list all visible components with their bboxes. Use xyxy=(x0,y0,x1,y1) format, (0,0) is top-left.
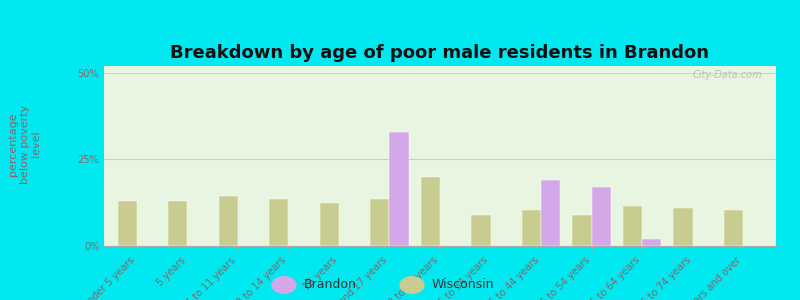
Text: City-Data.com: City-Data.com xyxy=(693,70,762,80)
Bar xyxy=(118,201,137,246)
Bar xyxy=(421,177,440,246)
Text: percentage
below poverty
level: percentage below poverty level xyxy=(8,104,42,184)
Bar xyxy=(724,210,743,246)
Title: Breakdown by age of poor male residents in Brandon: Breakdown by age of poor male residents … xyxy=(170,44,710,62)
Bar xyxy=(320,203,339,246)
Bar xyxy=(674,208,693,246)
Bar xyxy=(623,206,642,246)
Bar xyxy=(642,239,662,246)
Bar xyxy=(591,187,610,246)
Text: Wisconsin: Wisconsin xyxy=(432,278,494,292)
Bar xyxy=(572,215,591,246)
Bar xyxy=(522,210,541,246)
Text: Brandon: Brandon xyxy=(304,278,357,292)
Bar xyxy=(390,132,409,246)
Bar xyxy=(471,215,490,246)
Bar xyxy=(370,199,390,246)
Bar xyxy=(270,199,289,246)
Bar xyxy=(168,201,187,246)
Bar xyxy=(218,196,238,246)
Bar xyxy=(541,180,560,246)
